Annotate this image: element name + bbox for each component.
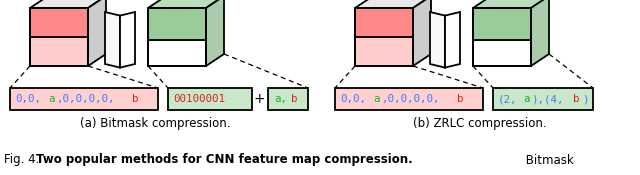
Polygon shape <box>148 0 224 8</box>
Text: 0,0,: 0,0, <box>15 94 41 104</box>
Text: ,0,0,0,0,: ,0,0,0,0, <box>382 94 440 104</box>
Text: b: b <box>291 94 297 104</box>
Polygon shape <box>88 0 106 66</box>
Bar <box>268 88 308 110</box>
Polygon shape <box>430 12 445 68</box>
Polygon shape <box>30 37 88 66</box>
Polygon shape <box>148 40 206 66</box>
Polygon shape <box>355 8 413 37</box>
Text: b: b <box>132 94 139 104</box>
Bar <box>168 88 252 110</box>
Text: Fig. 4.: Fig. 4. <box>4 153 40 166</box>
Text: Two popular methods for CNN feature map compression.: Two popular methods for CNN feature map … <box>36 153 413 166</box>
Polygon shape <box>206 0 224 66</box>
Polygon shape <box>473 0 549 8</box>
Polygon shape <box>30 8 88 37</box>
Polygon shape <box>445 12 460 68</box>
Bar <box>10 88 158 110</box>
Polygon shape <box>413 0 431 66</box>
Polygon shape <box>355 37 413 66</box>
Polygon shape <box>473 40 531 66</box>
Polygon shape <box>473 8 531 40</box>
Text: (2,: (2, <box>498 94 518 104</box>
Polygon shape <box>30 0 106 8</box>
Polygon shape <box>120 12 135 68</box>
Text: ): ) <box>582 94 588 104</box>
Text: +: + <box>253 92 265 106</box>
Text: ),(4,: ),(4, <box>532 94 564 104</box>
Bar <box>493 88 593 110</box>
Text: 00100001: 00100001 <box>173 94 225 104</box>
Text: b: b <box>573 94 580 104</box>
Text: (b) ZRLC compression.: (b) ZRLC compression. <box>413 117 547 131</box>
Text: b: b <box>458 94 464 104</box>
Text: a,: a, <box>274 94 287 104</box>
Text: a: a <box>523 94 530 104</box>
Text: ,0,0,0,0,: ,0,0,0,0, <box>57 94 115 104</box>
Text: 0,0,: 0,0, <box>340 94 366 104</box>
Bar <box>335 88 483 110</box>
Polygon shape <box>355 0 431 8</box>
Polygon shape <box>148 8 206 40</box>
Polygon shape <box>105 12 120 68</box>
Text: (a) Bitmask compression.: (a) Bitmask compression. <box>80 117 230 131</box>
Text: a: a <box>49 94 55 104</box>
Text: Bitmask: Bitmask <box>522 153 574 166</box>
Polygon shape <box>531 0 549 66</box>
Text: a: a <box>374 94 380 104</box>
